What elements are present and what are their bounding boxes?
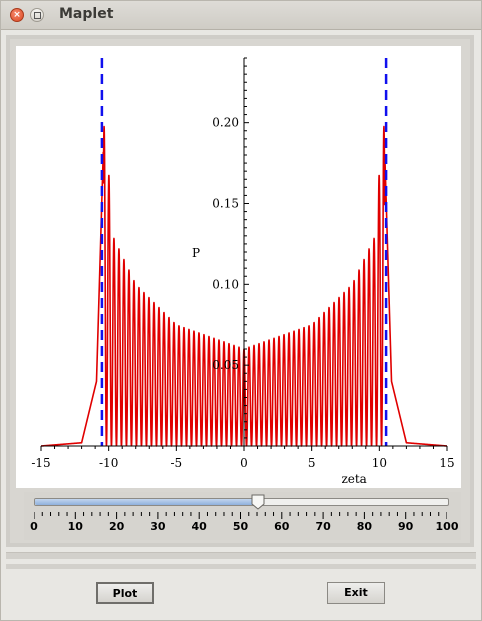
slider-track[interactable] (34, 494, 449, 510)
x-tick-label: 0 (240, 456, 248, 470)
slider-thumb[interactable] (251, 494, 265, 510)
close-icon[interactable]: × (10, 8, 24, 22)
slider-label: 20 (108, 520, 125, 533)
plot-canvas: -15 -10 -5 0 5 10 15 0.05 0.10 0.15 0.20 zeta P (31, 57, 455, 486)
slider-labels: 0 10 20 30 40 50 60 70 80 90 100 (30, 520, 458, 534)
slider-label: 0 (30, 520, 38, 533)
axes-layer: -15 -10 -5 0 5 10 15 0.05 0.10 0.15 0.20 (31, 57, 455, 470)
x-tick-label: 15 (439, 456, 454, 470)
window-title: Maplet (59, 6, 114, 22)
slider-label: 70 (315, 520, 331, 533)
title-bar: × Maplet (1, 1, 481, 30)
slider-label: 30 (150, 520, 166, 533)
slider-label: 50 (232, 520, 249, 533)
slider-label: 80 (356, 520, 373, 533)
separator (6, 564, 476, 569)
plot-button[interactable]: Plot (96, 582, 154, 604)
slider-label: 40 (191, 520, 207, 533)
slider-label: 90 (398, 520, 414, 533)
x-tick-label: 10 (372, 456, 387, 470)
y-tick-label: 0.05 (212, 358, 239, 372)
x-tick-label: -5 (170, 456, 182, 470)
y-tick-label: 0.20 (212, 116, 239, 130)
parameter-slider-panel: 0 10 20 30 40 50 60 70 80 90 100 (24, 492, 461, 540)
slider-label: 60 (274, 520, 290, 533)
plot-area: -15 -10 -5 0 5 10 15 0.05 0.10 0.15 0.20 zeta P (16, 46, 461, 488)
exit-button[interactable]: Exit (327, 582, 385, 604)
slider-label: 100 (435, 520, 459, 533)
x-tick-label: -10 (99, 456, 118, 470)
y-axis-label: P (192, 246, 200, 260)
x-tick-label: 5 (308, 456, 316, 470)
y-tick-label: 0.10 (212, 277, 239, 291)
y-tick-label: 0.15 (212, 197, 239, 211)
x-tick-label: -15 (31, 456, 50, 470)
separator (6, 552, 476, 559)
slider-label: 10 (67, 520, 83, 533)
slider-ticks (34, 512, 447, 519)
maximize-icon[interactable] (30, 8, 44, 22)
slider-fill (35, 499, 259, 505)
x-axis-label: zeta (341, 472, 366, 486)
